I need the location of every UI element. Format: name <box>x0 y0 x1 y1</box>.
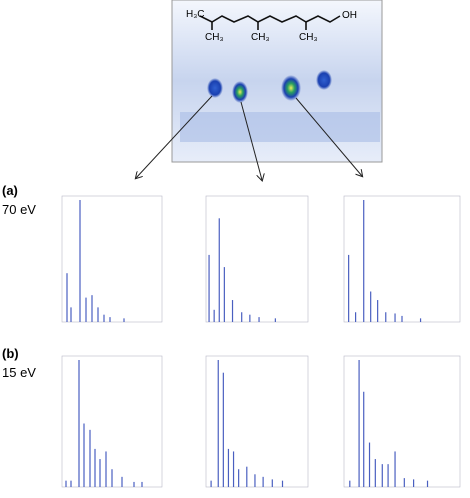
structure-label: CH₃ <box>251 32 270 43</box>
panel-energy: 70 eV <box>2 202 36 217</box>
spectrum-frame <box>343 355 461 488</box>
spectrum-frame <box>61 195 163 323</box>
spectrum-frame <box>205 195 309 323</box>
panel-energy: 15 eV <box>2 365 36 380</box>
structure-label: CH₃ <box>205 32 224 43</box>
structure-label: OH <box>342 10 357 21</box>
panel-label: (a) <box>2 183 18 198</box>
arrows <box>136 95 362 180</box>
gcxgc-plot <box>171 0 383 163</box>
spectrum-frame <box>61 355 163 488</box>
spectrum-frame <box>205 355 309 488</box>
spectrum-frame <box>343 195 461 323</box>
panel-label: (b) <box>2 346 19 361</box>
structure-label: CH₃ <box>299 32 318 43</box>
structure-label: H₃C <box>186 9 205 20</box>
